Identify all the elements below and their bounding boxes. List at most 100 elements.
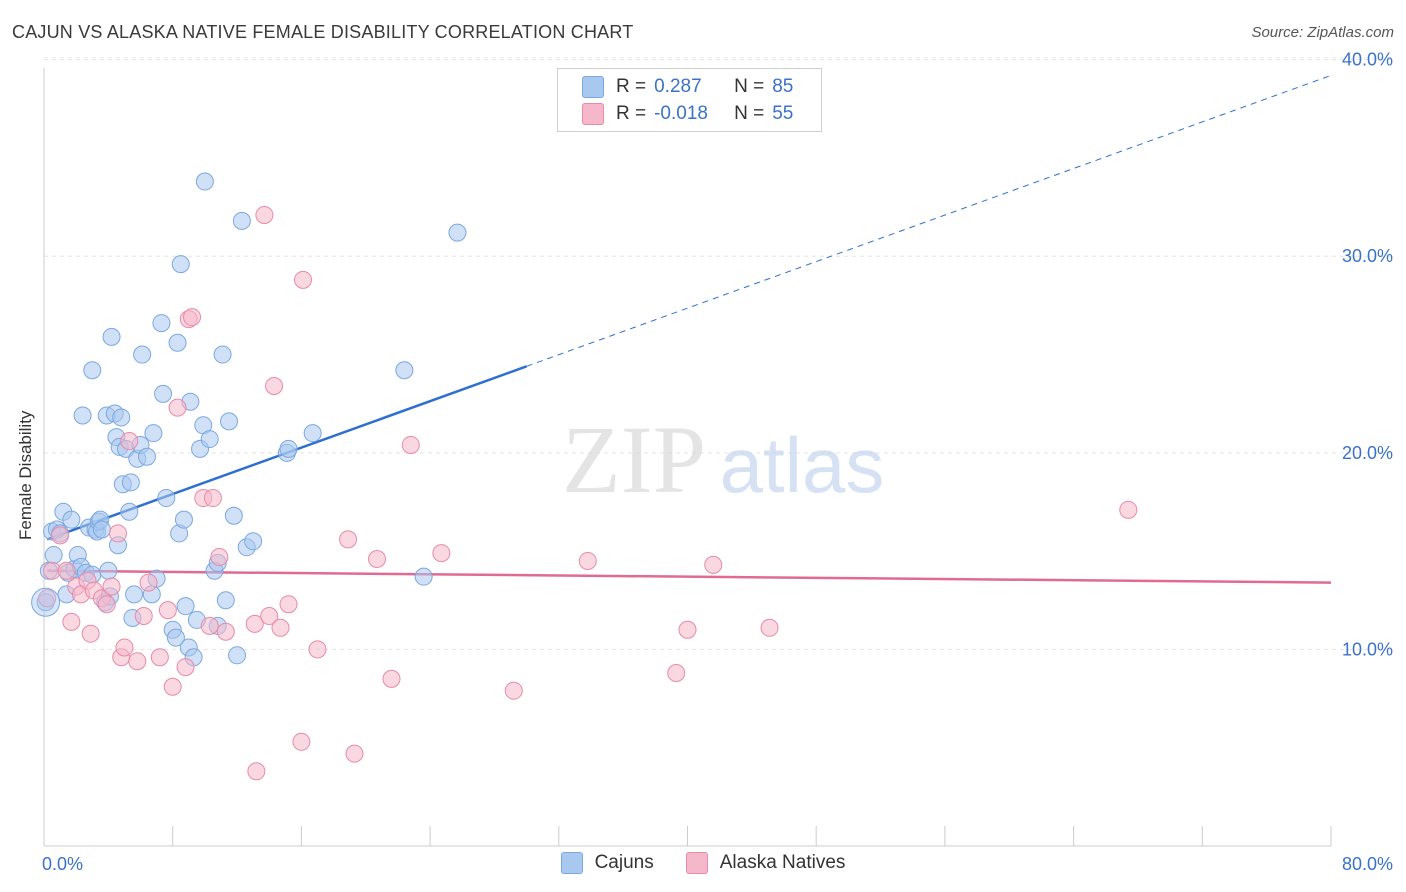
data-point [200,430,219,449]
data-point [279,595,298,614]
data-point-large [31,587,61,617]
data-point [102,577,121,596]
bottom-legend-label-alaska-natives: Alaska Natives [719,852,846,873]
data-point [308,640,327,659]
legend-n-label: N = [734,76,765,97]
legend-r-label: R = [616,103,647,124]
data-point [102,327,121,346]
y-tick-label: 40.0% [1342,50,1393,70]
source-credit: Source: ZipAtlas.com [1251,24,1394,41]
data-point [163,677,182,696]
series-alaska-natives [38,205,1138,781]
data-point [232,211,251,230]
data-point [139,573,158,592]
data-point [216,591,235,610]
watermark-zip: ZIP [562,406,706,513]
data-point [57,561,76,580]
data-point [203,489,222,508]
data-point [97,595,116,614]
bottom-legend-item-cajuns: Cajuns [560,852,654,874]
data-point [678,620,697,639]
bottom-legend-swatch-cajuns [560,852,583,874]
bottom-legend: Cajuns Alaska Natives [0,852,1406,874]
y-tick-label: 20.0% [1342,443,1393,463]
data-point [120,502,139,521]
data-point [245,614,264,633]
data-point [228,646,247,665]
data-point [158,601,177,620]
data-point [38,589,57,608]
data-point [578,551,597,570]
data-point [401,435,420,454]
grid-lines [44,57,1395,650]
legend-r-value: -0.018 [654,103,708,124]
data-point [247,762,266,781]
legend-r-value: 0.287 [654,76,702,97]
legend-row-alaska-natives: R = -0.018 N = 55 [582,102,793,126]
data-point [62,612,81,631]
y-tick-label: 10.0% [1342,639,1393,659]
data-point [667,664,686,683]
data-point [395,361,414,380]
data-point [99,561,118,580]
data-point [279,439,298,458]
y-axis-label: Female Disability [16,410,35,540]
data-point [303,424,322,443]
legend-n-value: 55 [772,103,794,124]
bottom-legend-swatch-alaska-natives [685,852,708,874]
data-point [81,624,100,643]
data-points [31,172,1138,781]
data-point [150,648,169,667]
data-point [152,314,171,333]
data-point [133,345,152,364]
data-point [51,526,70,545]
legend-n-label: N = [734,103,765,124]
data-point [213,345,232,364]
data-point [137,447,156,466]
data-point [432,544,451,563]
data-point [176,658,195,677]
y-tick-label: 30.0% [1342,246,1393,266]
data-point [73,406,92,425]
data-point [260,606,279,625]
data-point [255,205,274,224]
axes [43,68,1332,847]
bottom-legend-item-alaska-natives: Alaska Natives [685,852,846,874]
legend-n-value: 85 [772,76,794,97]
legend-box: R = 0.287 N = 85 R = -0.018 N = 55 [557,68,822,132]
data-point [368,549,387,568]
data-point [144,424,163,443]
data-point [44,546,63,565]
data-point [220,412,239,431]
data-point [704,555,723,574]
legend-r-label: R = [616,76,647,97]
data-point [760,618,779,637]
data-point [174,510,193,529]
data-point [345,744,364,763]
data-point [128,652,147,671]
data-point [292,732,311,751]
data-point [504,681,523,700]
data-point [109,524,128,543]
data-point [92,520,111,539]
data-point [115,638,134,657]
data-point [244,532,263,551]
data-point [414,567,433,586]
data-point [120,432,139,451]
data-point [448,223,467,242]
legend-row-cajuns: R = 0.287 N = 85 [582,75,793,99]
data-point [134,606,153,625]
data-point [271,618,290,637]
data-point [200,616,219,635]
data-point [176,597,195,616]
trend-line-alaska-natives [47,569,1332,584]
x-tick-label: 0.0% [42,854,83,874]
data-point [183,308,202,327]
data-point [1119,500,1138,519]
data-point [154,384,173,403]
data-point [166,628,185,647]
data-point [224,506,243,525]
data-point [195,172,214,191]
tick-labels: 10.0% 20.0% 30.0% 40.0% 0.0% 80.0% [42,50,1393,874]
